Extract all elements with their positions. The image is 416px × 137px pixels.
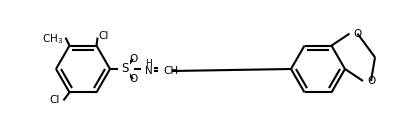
Text: N: N: [145, 66, 153, 76]
Text: CH$_3$: CH$_3$: [42, 32, 64, 45]
Text: O: O: [130, 74, 138, 84]
Text: O: O: [354, 29, 362, 39]
Text: Cl: Cl: [99, 31, 109, 41]
Text: Cl: Cl: [49, 95, 59, 105]
Text: S: S: [121, 62, 129, 75]
Text: H: H: [146, 58, 152, 68]
Text: O: O: [367, 76, 375, 86]
Text: CH: CH: [163, 66, 178, 76]
Text: O: O: [130, 54, 138, 64]
